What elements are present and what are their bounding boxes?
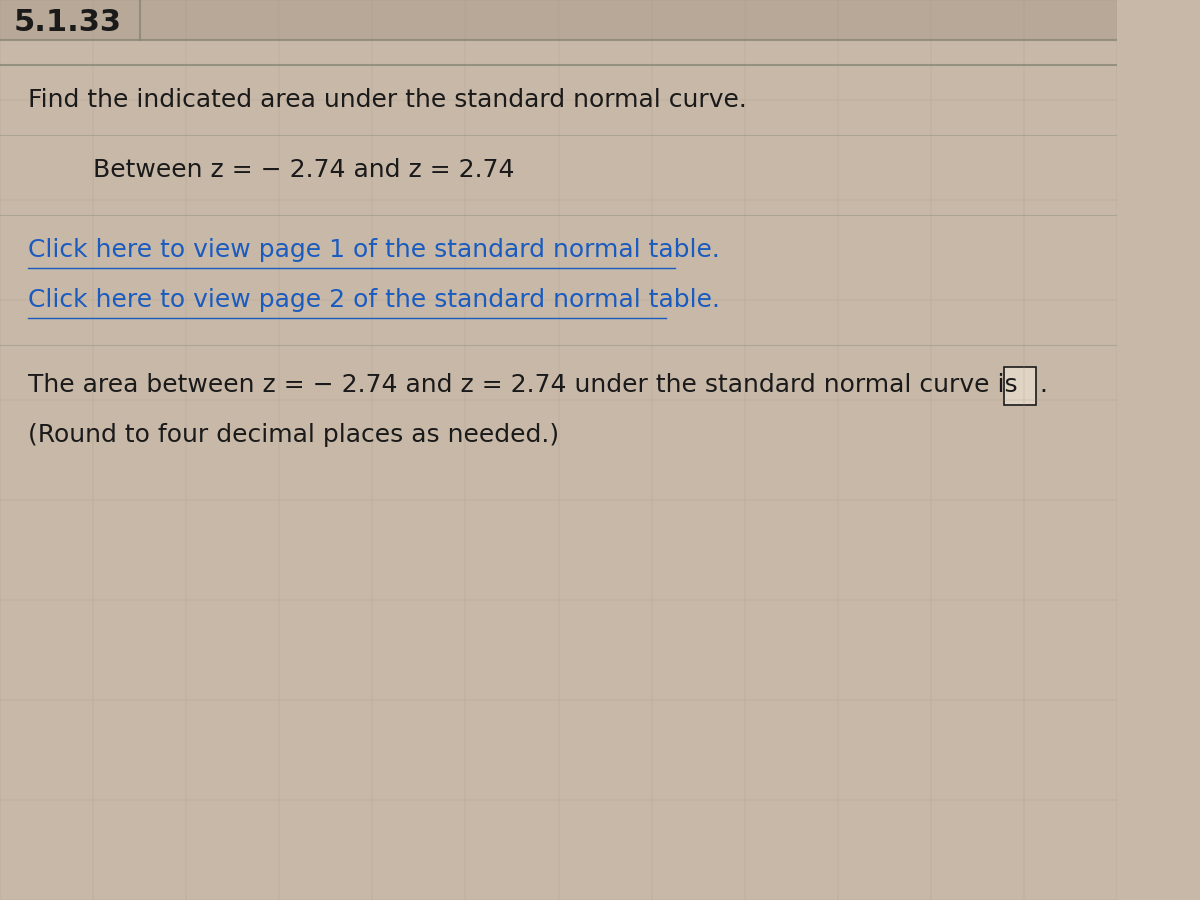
- Text: The area between z = − 2.74 and z = 2.74 under the standard normal curve is: The area between z = − 2.74 and z = 2.74…: [28, 373, 1018, 397]
- FancyBboxPatch shape: [1003, 367, 1036, 405]
- Text: Click here to view page 1 of the standard normal table.: Click here to view page 1 of the standar…: [28, 238, 720, 262]
- Text: 5.1.33: 5.1.33: [14, 7, 122, 37]
- Text: .: .: [1040, 373, 1048, 397]
- Text: Find the indicated area under the standard normal curve.: Find the indicated area under the standa…: [28, 88, 746, 112]
- Text: Between z = − 2.74 and z = 2.74: Between z = − 2.74 and z = 2.74: [94, 158, 515, 182]
- Text: Click here to view page 2 of the standard normal table.: Click here to view page 2 of the standar…: [28, 288, 720, 312]
- Text: (Round to four decimal places as needed.): (Round to four decimal places as needed.…: [28, 423, 559, 447]
- FancyBboxPatch shape: [0, 0, 1117, 40]
